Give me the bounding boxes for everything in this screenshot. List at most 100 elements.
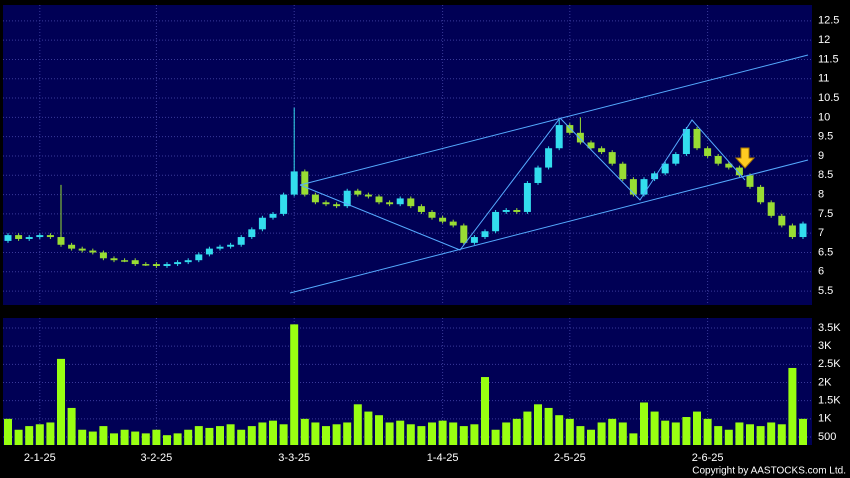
volume-bar [608,418,617,445]
candle-body [693,128,701,149]
volume-bar [35,424,44,445]
volume-bar [78,429,87,445]
candle-body [280,194,288,214]
volume-bar [682,417,691,445]
volume-bar [714,426,723,445]
candle-body [216,246,224,249]
x-tick-label: 2-6-25 [692,452,724,464]
candle-body [407,198,415,207]
candle-body [778,215,786,226]
candle-body [788,225,796,238]
candle-body [619,163,627,180]
volume-bar [523,411,532,445]
x-tick-label: 2-1-25 [24,452,56,464]
volume-bar [618,422,627,445]
volume-tick-label: 1.5K [818,395,841,407]
candle-body [237,237,245,245]
candle-body [4,235,12,241]
y-tick-label: 9.5 [818,131,833,143]
candle-body [460,225,468,243]
volume-bar [459,426,468,445]
volume-bar [141,433,150,445]
volume-bar [57,358,65,445]
volume-bar [724,429,733,445]
volume-bar [385,422,394,445]
volume-bar [14,429,23,445]
volume-bar [237,429,246,445]
volume-bar [269,420,277,445]
candle-body [258,217,266,230]
volume-bar [597,422,606,445]
candle-body [640,179,648,195]
volume-bar [152,429,161,445]
y-tick-label: 7 [818,227,824,239]
volume-bar [343,422,352,445]
candle-body [587,142,595,149]
candle-body [89,250,97,253]
candle-body [269,213,277,218]
candle-body [746,175,754,187]
candle-body [57,237,65,245]
volume-bar [173,433,182,445]
volume-bar [438,420,447,445]
candle-body [576,132,584,143]
volume-bar [184,429,193,445]
volume-bar [777,424,786,445]
candle-body [757,186,765,203]
candle-body [725,163,733,168]
volume-bar [449,422,458,445]
candle-body [46,235,54,238]
candle-body [25,237,33,239]
candle-body [767,202,775,216]
volume-bar [470,424,479,445]
candle-body [290,171,298,195]
channel-bottom [289,159,809,294]
volume-bar [555,415,564,445]
volume-bar [131,431,140,445]
volume-bar [332,424,341,445]
volume-bar [406,424,415,445]
candle-body [513,210,521,212]
volume-bar [502,422,511,445]
volume-bar [650,411,659,445]
y-tick-label: 12.5 [818,15,839,27]
x-tick-label: 3-3-25 [278,452,310,464]
volume-bar [194,426,203,445]
volume-bar [25,426,34,445]
arrow [734,147,756,169]
candle-body [481,231,489,238]
candle-body [555,125,563,149]
volume-bar [756,426,765,445]
grid: 5.5 6 6.5 7 7.5 8 8.5 9 9.5 10 10.5 11 11.5 12 12.5 500… [3,5,841,464]
candle-body [68,244,76,249]
candle-body [396,198,404,205]
volume-bar [353,404,362,445]
candle-body [36,235,44,238]
candle-body [682,128,690,155]
volume-bar [120,429,129,445]
volume-bar [216,426,224,445]
volume-bar [300,418,309,445]
candle-body [15,235,23,239]
candle-body [470,237,478,243]
candle-body [343,190,351,207]
y-tick-label: 8 [818,188,824,200]
candle-body [799,223,807,238]
y-tick-label: 10 [818,111,830,123]
candle-body [566,125,574,133]
y-tick-label: 8.5 [818,169,833,181]
volume-tick-label: 2K [818,376,832,388]
candle-body [121,260,129,262]
candle-body [333,204,341,207]
candle-body [322,202,330,205]
volume-bar [491,429,500,445]
volume-bar [67,407,76,445]
volume-bar [746,424,754,445]
candle-body [311,194,319,203]
candle-body [608,152,616,164]
volume-tick-label: 1K [818,413,832,425]
volume-bar [322,426,330,445]
candle-body [375,196,383,203]
candle-body [545,148,553,168]
candle-body [714,155,722,164]
